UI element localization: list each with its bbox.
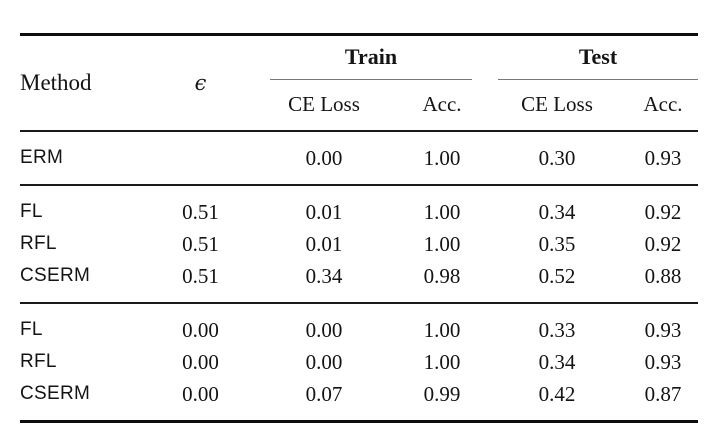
epsilon-cell bbox=[151, 131, 250, 186]
col-header-train-ce-loss: CE Loss bbox=[250, 80, 398, 132]
test-acc-cell: 0.93 bbox=[644, 350, 682, 374]
train-ce-loss-cell: 0.01 bbox=[305, 200, 343, 224]
test-group-label: Test bbox=[498, 36, 698, 80]
col-header-test-ce-loss: CE Loss bbox=[486, 80, 628, 132]
method-cell: RFL bbox=[20, 233, 57, 254]
train-acc-cell: 1.00 bbox=[423, 350, 461, 374]
table-row-rfl-051: RFL 0.51 0.01 1.00 0.35 0.92 bbox=[20, 228, 698, 260]
test-acc-cell: 0.93 bbox=[628, 131, 698, 186]
table-row-cserm-051: CSERM 0.51 0.34 0.98 0.52 0.88 bbox=[20, 260, 698, 304]
train-ce-loss-cell: 0.07 bbox=[305, 382, 343, 406]
train-acc-cell: 1.00 bbox=[423, 200, 461, 224]
test-acc-cell: 0.88 bbox=[628, 260, 698, 304]
sub-header-row: CE Loss Acc. CE Loss Acc. bbox=[20, 80, 698, 132]
method-cell: FL bbox=[20, 201, 43, 222]
test-ce-loss-cell: 0.30 bbox=[486, 131, 628, 186]
col-group-train: Train bbox=[250, 35, 486, 80]
test-acc-cell: 0.87 bbox=[644, 382, 682, 406]
epsilon-cell: 0.00 bbox=[182, 318, 219, 342]
col-header-epsilon: ϵ bbox=[151, 34, 250, 132]
table-row-fl-000: FL 0.00 0.00 1.00 0.33 0.93 bbox=[20, 303, 698, 346]
method-cell: RFL bbox=[20, 351, 57, 372]
table-row-erm: ERM 0.00 1.00 0.30 0.93 bbox=[20, 131, 698, 186]
test-ce-loss-cell: 0.33 bbox=[538, 318, 576, 342]
train-ce-loss-cell: 0.00 bbox=[305, 350, 343, 374]
train-group-label: Train bbox=[270, 36, 472, 80]
method-cell: CSERM bbox=[20, 260, 151, 304]
train-ce-loss-cell: 0.00 bbox=[250, 131, 398, 186]
col-header-train-acc: Acc. bbox=[398, 80, 486, 132]
results-table-container: Method ϵ Train Test CE Loss Acc. CE Loss… bbox=[20, 33, 698, 423]
section-epsilon-000: FL 0.00 0.00 1.00 0.33 0.93 RFL 0.00 0.0… bbox=[20, 303, 698, 422]
section-erm: ERM 0.00 1.00 0.30 0.93 bbox=[20, 131, 698, 186]
epsilon-cell: 0.00 bbox=[182, 350, 219, 374]
table-row-cserm-000: CSERM 0.00 0.07 0.99 0.42 0.87 bbox=[20, 378, 698, 422]
col-header-method: Method bbox=[20, 34, 151, 132]
table-header: Method ϵ Train Test CE Loss Acc. CE Loss… bbox=[20, 34, 698, 132]
test-acc-cell: 0.92 bbox=[644, 232, 682, 256]
train-acc-cell: 1.00 bbox=[398, 131, 486, 186]
epsilon-cell: 0.00 bbox=[182, 382, 219, 406]
train-acc-cell: 1.00 bbox=[423, 232, 461, 256]
test-ce-loss-cell: 0.42 bbox=[538, 382, 576, 406]
epsilon-cell: 0.51 bbox=[151, 260, 250, 304]
table-row-rfl-000: RFL 0.00 0.00 1.00 0.34 0.93 bbox=[20, 346, 698, 378]
test-ce-loss-cell: 0.34 bbox=[538, 350, 576, 374]
table-row-fl-051: FL 0.51 0.01 1.00 0.34 0.92 bbox=[20, 185, 698, 228]
method-cell: CSERM bbox=[20, 383, 91, 404]
train-acc-cell: 0.98 bbox=[398, 260, 486, 304]
test-ce-loss-cell: 0.52 bbox=[486, 260, 628, 304]
train-ce-loss-cell: 0.01 bbox=[305, 232, 343, 256]
section-epsilon-051: FL 0.51 0.01 1.00 0.34 0.92 RFL 0.51 0.0… bbox=[20, 185, 698, 304]
test-ce-loss-cell: 0.35 bbox=[538, 232, 576, 256]
train-ce-loss-cell: 0.00 bbox=[305, 318, 343, 342]
test-ce-loss-cell: 0.34 bbox=[538, 200, 576, 224]
test-acc-cell: 0.92 bbox=[644, 200, 682, 224]
method-cell: FL bbox=[20, 319, 43, 340]
train-ce-loss-cell: 0.34 bbox=[250, 260, 398, 304]
group-header-row: Method ϵ Train Test bbox=[20, 34, 698, 132]
epsilon-cell: 0.51 bbox=[182, 232, 219, 256]
col-header-test-acc: Acc. bbox=[628, 80, 698, 132]
train-acc-cell: 1.00 bbox=[423, 318, 461, 342]
train-acc-cell: 0.99 bbox=[423, 382, 461, 406]
epsilon-cell: 0.51 bbox=[182, 200, 219, 224]
results-table: Method ϵ Train Test CE Loss Acc. CE Loss… bbox=[20, 33, 698, 423]
col-group-test: Test bbox=[486, 35, 698, 80]
method-cell: ERM bbox=[20, 131, 151, 186]
test-acc-cell: 0.93 bbox=[644, 318, 682, 342]
